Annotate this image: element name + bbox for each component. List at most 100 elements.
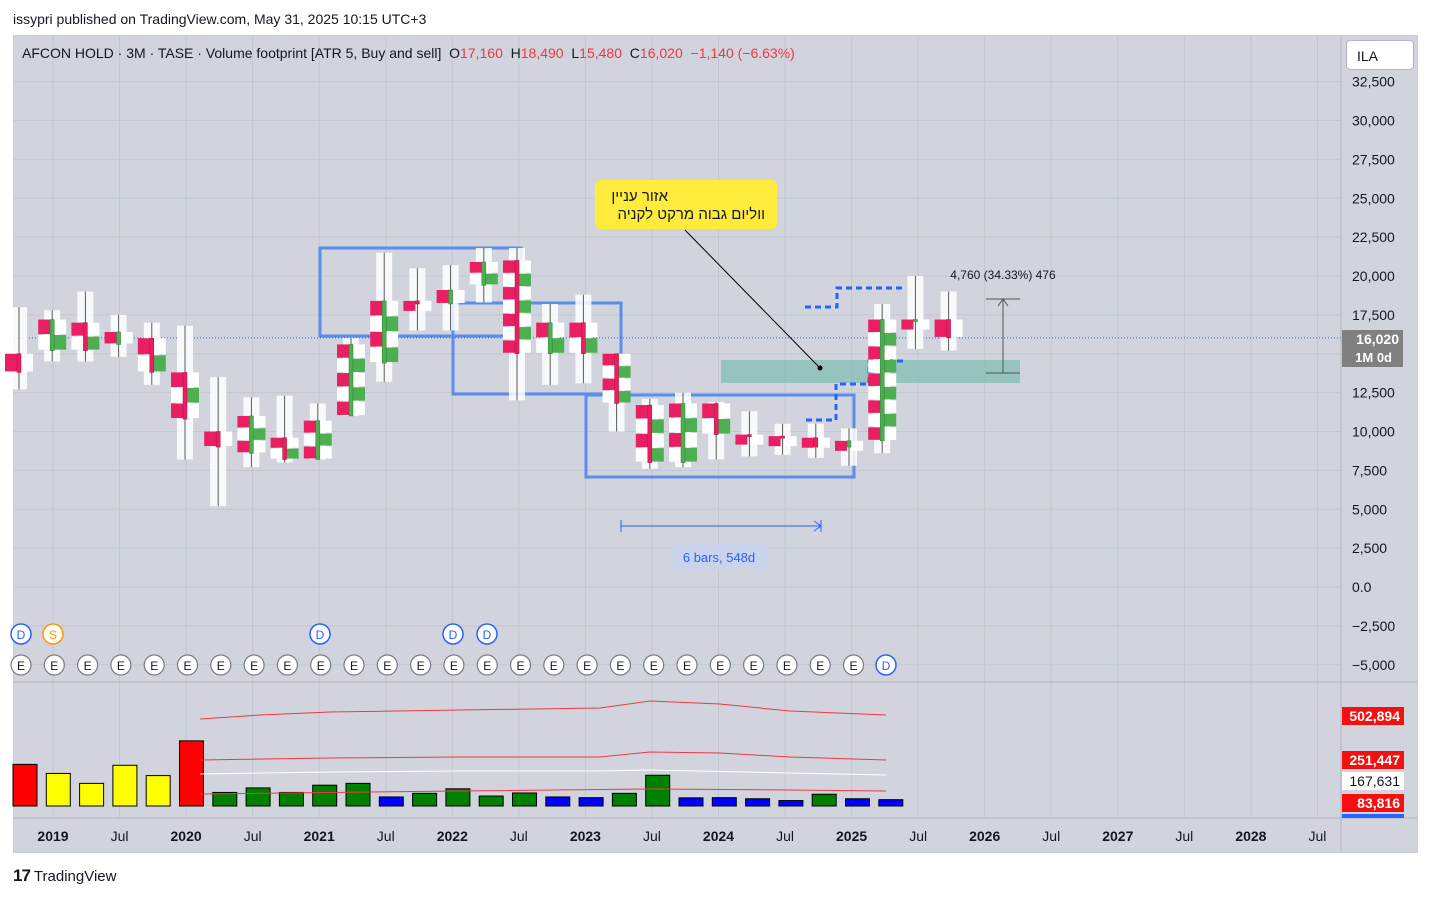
time-tick-label: 2027 — [1102, 828, 1133, 844]
sell-cell — [868, 319, 881, 333]
buy-cell — [286, 448, 299, 459]
volume-label-low: 83,816 — [1357, 795, 1400, 811]
sell-cell — [171, 403, 183, 419]
sell-cell — [602, 391, 615, 403]
buy-cell — [685, 433, 697, 447]
volume-bar — [845, 798, 870, 807]
volume-bar — [312, 784, 338, 807]
time-tick-label: 2026 — [969, 828, 1000, 844]
footprint-candle — [38, 310, 67, 362]
buy-cell — [519, 313, 531, 327]
sell-cell — [38, 319, 51, 335]
volume-bar — [345, 782, 371, 807]
marker-label: E — [516, 659, 524, 673]
buy-cell — [485, 262, 498, 273]
volume-bar — [678, 797, 704, 807]
buy-cell — [552, 322, 565, 338]
candle-body-up — [680, 403, 686, 463]
dividend-marker — [875, 654, 897, 676]
buy-cell — [153, 355, 166, 372]
sell-cell — [503, 260, 515, 273]
buy-cell — [519, 287, 531, 300]
sell-cell — [702, 419, 715, 434]
sell-cell — [868, 373, 881, 386]
volume-bar — [711, 797, 737, 807]
sell-cell — [370, 316, 383, 331]
earnings-marker — [110, 654, 132, 676]
marker-label: D — [449, 628, 458, 642]
buy-cell — [950, 319, 963, 337]
buy-cell — [353, 373, 365, 387]
candle-body-down — [415, 300, 420, 305]
volume-bar — [811, 793, 837, 807]
volume-band-upper — [199, 700, 887, 720]
time-tick-label: 2019 — [37, 828, 68, 844]
footprint-candle — [104, 314, 133, 357]
earnings-marker — [243, 654, 265, 676]
volume-blue-marker — [1342, 814, 1404, 818]
earnings-marker — [310, 654, 332, 676]
measure-label: 4,760 (34.33%) 476 — [950, 268, 1056, 282]
sell-cell — [503, 327, 515, 340]
date-range-label-bg — [671, 544, 768, 570]
buy-cell — [419, 300, 432, 311]
earnings-marker — [643, 654, 665, 676]
buy-cell — [120, 331, 133, 344]
buy-cell — [253, 428, 266, 440]
measure-arrow — [997, 298, 1009, 307]
footprint-candle — [835, 428, 863, 466]
open-value: 17,160 — [460, 45, 503, 61]
sell-cell — [635, 405, 648, 419]
buy-cell — [220, 431, 233, 447]
time-tick-label: 2021 — [304, 828, 335, 844]
buy-cell — [618, 378, 631, 391]
time-tick-label: 2028 — [1235, 828, 1266, 844]
marker-label: D — [483, 628, 492, 642]
volume-pane — [12, 700, 904, 807]
marker-label: D — [882, 659, 891, 673]
footprint-candle — [569, 294, 598, 384]
grid — [14, 36, 1417, 852]
marker-label: E — [650, 659, 658, 673]
footprint-candle — [602, 353, 631, 432]
sell-cell — [337, 344, 349, 358]
volume-bar — [578, 797, 604, 807]
volume-bar — [645, 774, 671, 807]
footprint-candle — [204, 377, 233, 507]
buy-cell — [286, 437, 299, 448]
earnings-marker — [709, 654, 731, 676]
sell-cell — [768, 436, 781, 447]
sell-cell — [868, 413, 881, 427]
buy-cell — [685, 403, 697, 418]
sell-cell — [602, 378, 615, 391]
buy-cell — [784, 436, 797, 447]
volume-bar — [512, 792, 537, 807]
candle-body-down — [713, 403, 719, 435]
marker-label: E — [84, 659, 92, 673]
volume-bar — [145, 775, 171, 807]
sell-cell — [868, 386, 881, 400]
volume-bar — [79, 782, 105, 807]
sell-cell — [635, 448, 648, 462]
candle-body-up — [481, 261, 487, 286]
footprint-candle — [901, 276, 930, 350]
buy-cell — [519, 340, 531, 353]
buy-cell — [519, 300, 531, 313]
sell-cell — [835, 440, 847, 451]
currency-button[interactable]: ILA — [1346, 40, 1414, 70]
marker-label: D — [316, 628, 325, 642]
time-tick-label: 2023 — [570, 828, 601, 844]
marker-label: E — [583, 659, 591, 673]
time-tick-label: Jul — [510, 828, 528, 844]
buy-cell — [54, 335, 67, 350]
footer-brand: TradingView — [33, 867, 117, 885]
footprint-candle — [934, 291, 963, 351]
buy-cell — [353, 358, 365, 373]
buy-cell — [319, 433, 332, 446]
footer[interactable]: 17 TradingView — [13, 866, 116, 886]
marker-label: E — [117, 659, 125, 673]
sell-cell — [569, 338, 582, 353]
sell-cell — [868, 427, 881, 440]
